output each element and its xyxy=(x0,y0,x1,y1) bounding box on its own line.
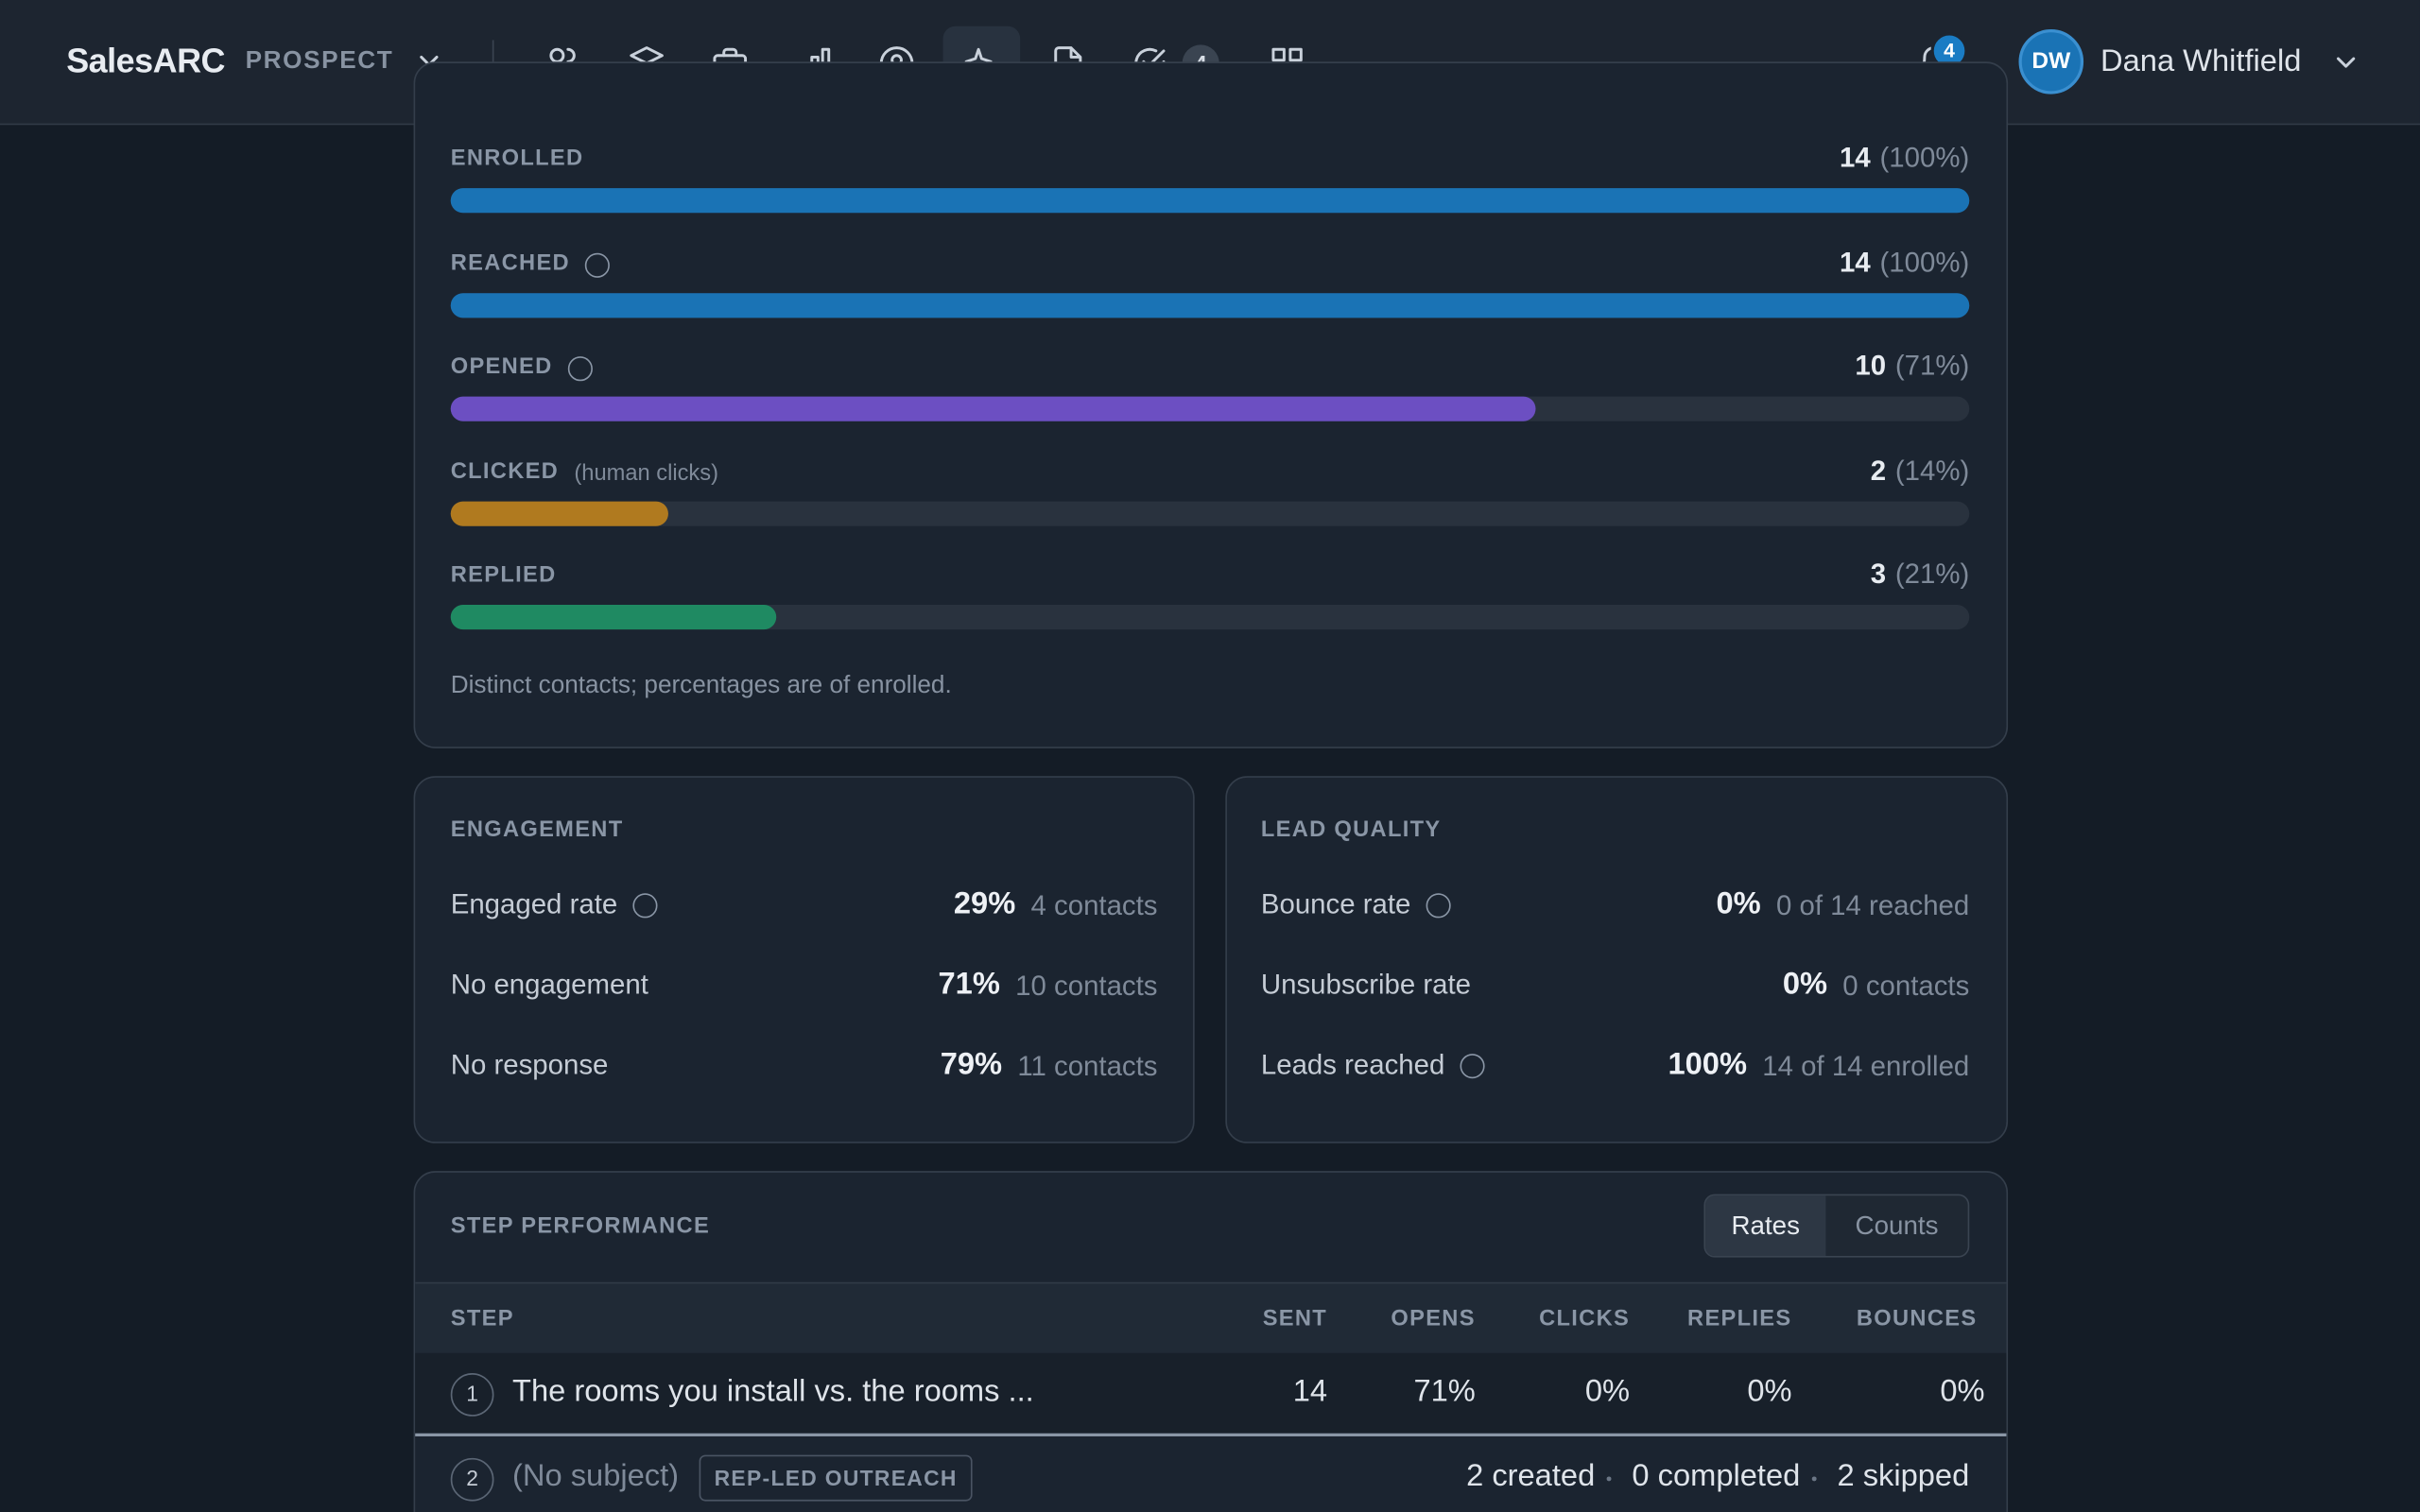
section-title: STEP PERFORMANCE xyxy=(450,1213,711,1240)
info-icon xyxy=(632,893,658,919)
column-header: SENT xyxy=(1262,1306,1328,1332)
counts-toggle[interactable]: Counts xyxy=(1855,1211,1939,1241)
info-icon xyxy=(585,252,611,278)
step-number: 2 xyxy=(450,1457,494,1502)
metric-detail: 0 contacts xyxy=(1842,970,1970,1002)
info-icon xyxy=(1460,1054,1485,1079)
user-name[interactable]: Dana Whitfield xyxy=(2100,44,2302,79)
column-header: REPLIES xyxy=(1687,1306,1792,1332)
info-icon xyxy=(567,356,593,382)
step-number: 1 xyxy=(450,1373,494,1417)
bar-track xyxy=(450,501,1970,526)
metric-value: 79% xyxy=(940,1047,1003,1082)
stage-count: 3 xyxy=(1870,558,1887,591)
column-header: BOUNCES xyxy=(1856,1306,1978,1332)
metric-label: No response xyxy=(450,1049,609,1080)
metric-detail: 4 contacts xyxy=(1030,890,1158,921)
avatar[interactable]: DW xyxy=(2018,29,2084,94)
stage-count: 14 xyxy=(1840,246,1871,278)
stage-percent: (100%) xyxy=(1879,246,1970,278)
column-header: OPENS xyxy=(1391,1306,1476,1332)
step-subject: (No subject) xyxy=(512,1459,680,1494)
step-stat: 2 created xyxy=(1466,1459,1596,1494)
funnel-footnote: Distinct contacts; percentages are of en… xyxy=(450,672,952,699)
stage-label: OPENED xyxy=(450,354,553,380)
step-tag: REP-LED OUTREACH xyxy=(699,1454,974,1502)
funnel-bar xyxy=(450,396,1536,422)
section-title: LEAD QUALITY xyxy=(1260,817,1442,843)
chevron xyxy=(2336,57,2356,68)
metric-value: 29% xyxy=(953,886,1016,921)
brand[interactable]: SalesARC xyxy=(66,42,225,80)
metric-label: No engagement xyxy=(450,969,648,1000)
stage-label: REPLIED xyxy=(450,563,557,589)
step-cell: 71% xyxy=(1413,1374,1476,1409)
stage-count: 14 xyxy=(1840,142,1871,173)
stage-percent: (14%) xyxy=(1894,455,1970,486)
metric-value: 0% xyxy=(1782,967,1828,1002)
rates-toggle[interactable]: Rates xyxy=(1705,1195,1826,1256)
metric-detail: 14 of 14 enrolled xyxy=(1762,1050,1970,1082)
section-title: ENGAGEMENT xyxy=(450,817,624,843)
step-cell: 14 xyxy=(1292,1374,1328,1409)
metric-value: 100% xyxy=(1668,1047,1748,1082)
step-stat: 2 skipped xyxy=(1837,1459,1970,1494)
metric-label: Leads reached xyxy=(1260,1049,1445,1080)
product-switcher[interactable]: PROSPECT xyxy=(245,47,394,75)
lead-quality-card xyxy=(1225,776,2009,1143)
table-header-row xyxy=(415,1281,2007,1353)
step-subject[interactable]: The rooms you install vs. the rooms ... xyxy=(512,1374,1034,1409)
metric-label: Unsubscribe rate xyxy=(1260,969,1472,1000)
table-row xyxy=(415,1352,2007,1436)
step-cell: 0% xyxy=(1747,1374,1792,1409)
info-icon xyxy=(1426,893,1451,919)
separator-dot xyxy=(1607,1476,1613,1482)
metric-detail: 0 of 14 reached xyxy=(1776,890,1970,921)
funnel-bar xyxy=(450,188,1970,214)
metric-label: Engaged rate xyxy=(450,888,618,920)
stage-percent: (100%) xyxy=(1879,142,1970,173)
metric-detail: 10 contacts xyxy=(1015,970,1158,1002)
metric-detail: 11 contacts xyxy=(1017,1050,1158,1082)
stage-percent: (21%) xyxy=(1894,558,1970,591)
column-header: CLICKS xyxy=(1539,1306,1631,1332)
engagement-card xyxy=(413,776,1195,1143)
stage-count: 2 xyxy=(1870,455,1887,486)
step-cell: 0% xyxy=(1940,1374,1985,1409)
column-header: STEP xyxy=(450,1306,514,1332)
metric-label: Bounce rate xyxy=(1260,888,1411,920)
funnel-bar xyxy=(450,501,668,526)
stage-label: REACHED xyxy=(450,250,570,276)
step-stat: 0 completed xyxy=(1632,1459,1801,1494)
stage-label: ENROLLED xyxy=(450,146,584,172)
stage-count: 10 xyxy=(1855,350,1887,382)
stage-label: CLICKED xyxy=(450,459,560,485)
stage-percent: (71%) xyxy=(1894,350,1970,382)
funnel-bar xyxy=(450,292,1970,318)
separator-dot xyxy=(1812,1476,1818,1482)
metric-value: 71% xyxy=(938,967,1000,1002)
stage-note: (human clicks) xyxy=(574,460,718,486)
metric-value: 0% xyxy=(1716,886,1761,921)
funnel-bar xyxy=(450,605,776,630)
step-cell: 0% xyxy=(1584,1374,1631,1409)
